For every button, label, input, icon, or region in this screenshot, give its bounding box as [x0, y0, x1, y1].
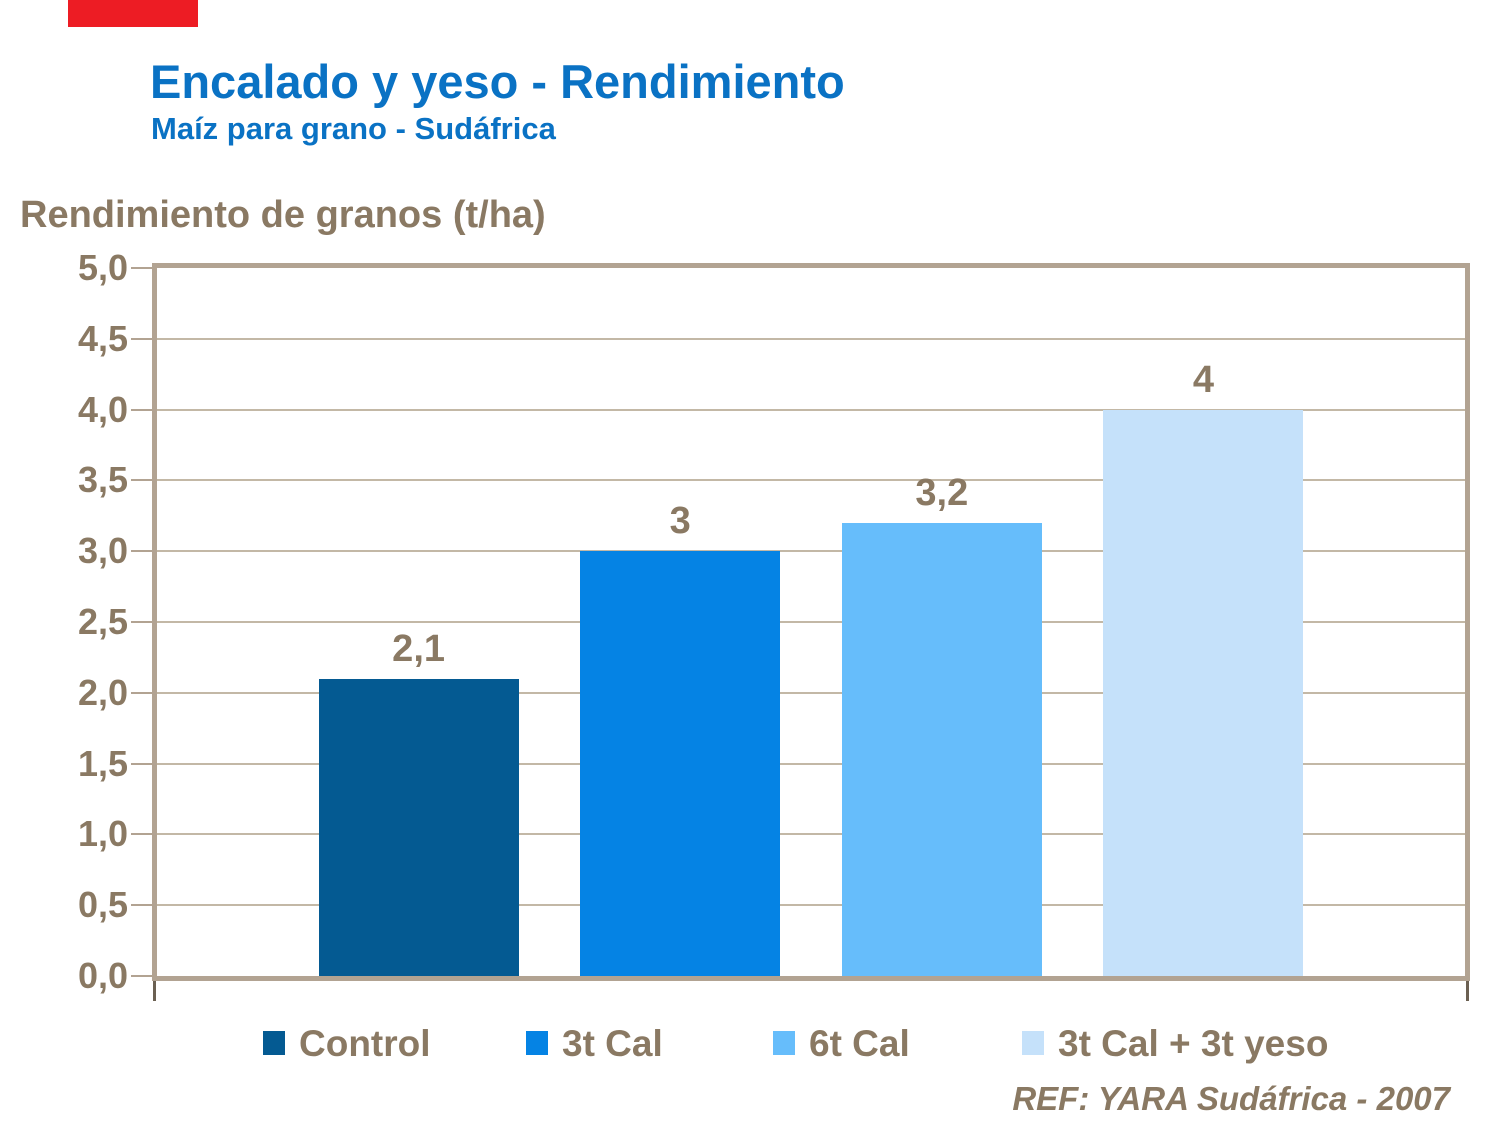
- gridline: [157, 337, 1465, 340]
- bar-value-label: 3: [669, 500, 691, 543]
- y-axis-tick: [131, 408, 152, 411]
- gridline: [157, 833, 1465, 836]
- y-axis-tick: [131, 975, 152, 977]
- legend-label: 3t Cal: [562, 1023, 663, 1064]
- slide-subtitle: Maíz para grano - Sudáfrica: [151, 111, 556, 146]
- y-axis-tick-label: 4,0: [77, 388, 128, 430]
- gridline: [157, 621, 1465, 623]
- y-axis-tick: [131, 691, 152, 694]
- y-axis-tick: [131, 479, 152, 482]
- y-axis-tick-label: 3,0: [77, 530, 128, 572]
- y-axis-tick: [131, 833, 152, 836]
- bar-3t-cal-3t-yeso: 4: [1103, 359, 1304, 976]
- y-axis-tick-label: 2,5: [77, 601, 128, 642]
- gridline: [157, 904, 1465, 907]
- legend-label: 6t Cal: [809, 1023, 910, 1064]
- y-axis-tick: [131, 762, 152, 765]
- bar-control: 2,1: [318, 628, 519, 976]
- legend-label: Control: [299, 1023, 431, 1064]
- legend-item-3t-cal: 3t Cal: [526, 1022, 663, 1066]
- legend-item-control: Control: [263, 1022, 431, 1066]
- reference-text: REF: YARA Sudáfrica - 2007: [1012, 1080, 1450, 1117]
- bar-3t-cal: 3: [580, 500, 781, 976]
- legend-swatch: [263, 1031, 285, 1055]
- y-axis-tick: [131, 337, 152, 340]
- bar-value-label: 3,2: [915, 471, 969, 514]
- legend-item-3t-cal-3t-yeso: 3t Cal + 3t yeso: [1022, 1022, 1328, 1066]
- legend-swatch: [773, 1031, 795, 1055]
- slide-title: Encalado y yeso - Rendimiento: [150, 55, 845, 108]
- bar-6t-cal: 3,2: [841, 472, 1042, 976]
- gridline: [157, 479, 1465, 482]
- gridline: [157, 550, 1465, 553]
- y-axis-tick-label: 1,0: [77, 813, 128, 855]
- x-axis-end-tick-left: [153, 981, 156, 1001]
- y-axis-tick-label: 0,5: [77, 884, 128, 926]
- bar-value-label: 2,1: [392, 627, 446, 670]
- y-axis-tick: [131, 904, 152, 907]
- red-corner-mark: [68, 0, 198, 27]
- legend-swatch: [1022, 1031, 1044, 1055]
- gridline: [157, 762, 1465, 765]
- legend: Control 3t Cal 6t Cal 3t Cal + 3t yeso: [0, 1022, 1500, 1082]
- y-axis-title: Rendimiento de granos (t/ha): [20, 194, 546, 236]
- bar-value-label: 4: [1192, 358, 1214, 401]
- y-axis-tick-label: 1,5: [77, 742, 128, 784]
- gridline: [157, 408, 1465, 411]
- y-axis-tick-label: 5,0: [77, 247, 128, 288]
- y-axis-tick: [131, 550, 152, 553]
- legend-label: 3t Cal + 3t yeso: [1058, 1023, 1329, 1064]
- legend-item-6t-cal: 6t Cal: [773, 1022, 910, 1066]
- y-axis-tick: [131, 267, 152, 269]
- y-axis-tick-label: 0,0: [77, 955, 128, 996]
- y-axis-tick-label: 3,5: [77, 459, 128, 501]
- plot-area: 0,0 0,5 1,0 1,5 2,0 2,5 3,0 3,5 4,0 4,5 5,0 2,1 3 3,2…: [78, 247, 1470, 1001]
- legend-swatch: [526, 1031, 548, 1055]
- y-axis-tick-label: 4,5: [77, 317, 128, 359]
- gridline: [157, 691, 1465, 694]
- y-axis-tick-label: 2,0: [77, 671, 128, 713]
- x-axis-end-tick-right: [1466, 981, 1469, 1001]
- y-axis-tick: [131, 621, 152, 623]
